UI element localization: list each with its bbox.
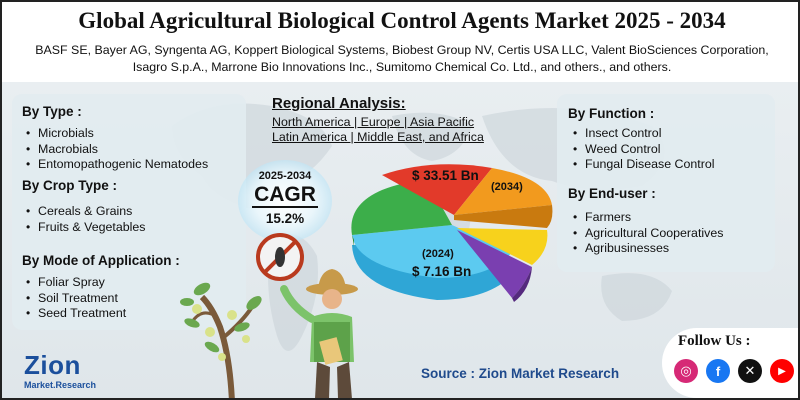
list-item: Fungal Disease Control [571, 157, 714, 173]
pie-value-2034: $ 33.51 Bn [412, 168, 479, 183]
list-item: Soil Treatment [24, 291, 126, 307]
farmer-illustration [180, 233, 358, 398]
by-type-heading: By Type : [22, 104, 82, 119]
cagr-value: 15.2% [265, 211, 305, 226]
pie-slice-yellow [457, 228, 548, 265]
list-item: Agribusinesses [571, 241, 723, 257]
pie-slice-purple-side [512, 267, 532, 302]
by-end-user-list: Farmers Agricultural Cooperatives Agribu… [571, 210, 723, 257]
regional-analysis-line-2: Latin America | Middle East, and Africa [272, 130, 484, 144]
list-item: Foliar Spray [24, 275, 126, 291]
list-item: Farmers [571, 210, 723, 226]
facebook-icon[interactable]: f [706, 359, 730, 383]
instagram-icon[interactable]: ◎ [674, 359, 698, 383]
pie-slice-red [382, 164, 492, 215]
pie-year-2034: (2034) [491, 181, 523, 193]
by-mode-heading: By Mode of Application : [22, 253, 180, 268]
list-item: Weed Control [571, 142, 714, 158]
pie-slice-orange [454, 168, 552, 215]
cagr-badge: 2025-2034 CAGR 15.2% [238, 160, 332, 242]
youtube-icon[interactable]: ▶ [770, 359, 794, 383]
page-title: Global Agricultural Biological Control A… [78, 8, 726, 33]
pie-slice-green-side [352, 235, 354, 248]
logo-wordmark: Zion [24, 350, 81, 380]
cagr-label: CAGR [254, 183, 316, 206]
pie-slice-orange-side [454, 205, 553, 228]
follow-us-label: Follow Us : [678, 333, 751, 349]
logo-subtitle: Market.Research [24, 380, 97, 390]
list-item: Insect Control [571, 126, 714, 142]
key-players: BASF SE, Bayer AG, Syngenta AG, Koppert … [12, 42, 792, 76]
list-item: Cereals & Grains [24, 204, 145, 220]
by-function-heading: By Function : [568, 106, 655, 121]
by-end-user-heading: By End-user : [568, 186, 656, 201]
pie-year-2024: (2024) [422, 248, 454, 260]
list-item: Microbials [24, 126, 208, 142]
market-pie-graphic [351, 164, 553, 302]
list-item: Agricultural Cooperatives [571, 226, 723, 242]
list-item: Entomopathogenic Nematodes [24, 157, 208, 173]
regional-analysis-line-1: North America | Europe | Asia Pacific [272, 115, 475, 129]
cagr-years: 2025-2034 [258, 170, 312, 182]
list-item: Fruits & Vegetables [24, 220, 145, 236]
by-type-list: Microbials Macrobials Entomopathogenic N… [24, 126, 208, 173]
key-players-line-1: BASF SE, Bayer AG, Syngenta AG, Koppert … [35, 43, 769, 57]
source-credit: Source : Zion Market Research [421, 366, 620, 381]
pie-value-2024: $ 7.16 Bn [412, 264, 472, 279]
by-crop-type-heading: By Crop Type : [22, 178, 118, 193]
cagr-underline [252, 206, 318, 208]
pie-slice-purple [457, 230, 532, 298]
key-players-line-2: Isagro S.p.A., Marrone Bio Innovations I… [132, 60, 672, 74]
regional-analysis-heading: Regional Analysis: [272, 95, 406, 112]
list-item: Macrobials [24, 142, 208, 158]
by-mode-list: Foliar Spray Soil Treatment Seed Treatme… [24, 275, 126, 322]
by-function-list: Insect Control Weed Control Fungal Disea… [571, 126, 714, 173]
x-icon[interactable]: ✕ [738, 359, 762, 383]
list-item: Seed Treatment [24, 306, 126, 322]
by-crop-type-list: Cereals & Grains Fruits & Vegetables [24, 204, 145, 235]
